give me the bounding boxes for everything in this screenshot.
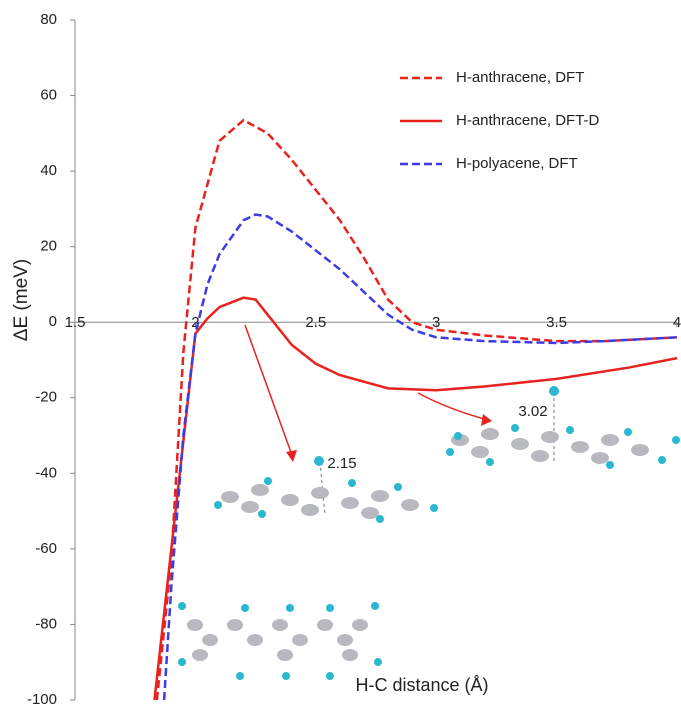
y-tick-label: 0 xyxy=(49,313,57,330)
series-line xyxy=(153,296,678,701)
x-tick-label: 4 xyxy=(673,314,681,331)
legend-label: H-anthracene, DFT xyxy=(456,69,584,86)
y-tick-label: 20 xyxy=(40,238,57,255)
y-tick-label: 80 xyxy=(40,11,57,28)
x-tick-label: 2.5 xyxy=(305,314,326,331)
molecule-decor xyxy=(178,324,680,680)
annotation: 2.15 xyxy=(327,455,356,472)
x-tick-label: 3.5 xyxy=(546,314,567,331)
x-tick-label: 2 xyxy=(191,314,199,331)
legend-label: H-polyacene, DFT xyxy=(456,155,578,172)
x-tick-label: 3 xyxy=(432,314,440,331)
y-tick-label: -100 xyxy=(27,691,57,708)
y-tick-label: 40 xyxy=(40,162,57,179)
series-line xyxy=(155,118,678,701)
y-tick-label: 60 xyxy=(40,87,57,104)
series-line xyxy=(162,213,678,701)
x-tick-label: 1.5 xyxy=(65,314,86,331)
y-tick-label: -60 xyxy=(35,540,57,557)
y-tick-label: -40 xyxy=(35,464,57,481)
x-axis-label: H-C distance (Å) xyxy=(355,675,488,695)
annotation: 3.02 xyxy=(518,403,547,420)
y-tick-label: -20 xyxy=(35,389,57,406)
y-tick-label: -80 xyxy=(35,615,57,632)
legend-label: H-anthracene, DFT-D xyxy=(456,112,600,129)
y-axis-label: ΔE (meV) xyxy=(11,259,32,341)
